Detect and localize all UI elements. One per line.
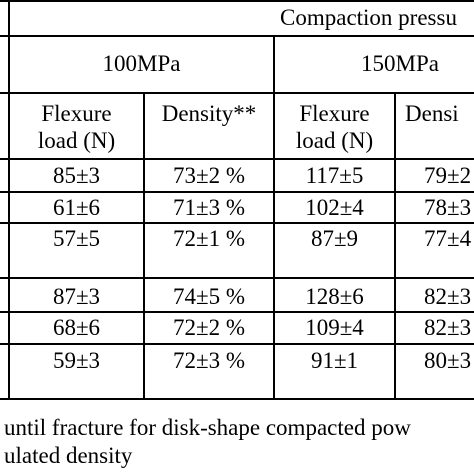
- pressure-150-heading: 150MPa: [361, 51, 439, 76]
- flexure-150-cell: 91±1: [310, 348, 359, 373]
- caption-line-1: until fracture for disk-shape compacted …: [4, 415, 411, 440]
- flexure-100-cell: 87±3: [52, 284, 101, 309]
- rule-row4: [0, 311, 474, 313]
- compaction-pressure-heading: Compaction pressu: [280, 5, 457, 30]
- rule-row3: [0, 277, 474, 279]
- flexure-100-cell: 68±6: [52, 315, 101, 340]
- caption-line-2: ulated density: [4, 443, 133, 468]
- density-150-cell: 77±4: [424, 226, 472, 251]
- density-100-cell: 71±3 %: [172, 195, 246, 220]
- density-heading-100: Density**: [161, 101, 257, 126]
- rule-row1: [0, 191, 474, 193]
- rule-row2: [0, 222, 474, 224]
- rule-bottom: [0, 398, 474, 400]
- flexure-150-cell: 128±6: [305, 284, 364, 309]
- flexure-load-heading-150-line2: load (N): [295, 128, 374, 153]
- rule-row5: [0, 343, 474, 345]
- density-150-cell: 79±2: [424, 163, 472, 188]
- density-100-cell: 72±1 %: [172, 226, 246, 251]
- flexure-150-cell: 87±9: [310, 226, 359, 251]
- density-100-cell: 74±5 %: [172, 284, 246, 309]
- flexure-100-cell: 57±5: [52, 226, 101, 251]
- flexure-150-cell: 102±4: [305, 195, 364, 220]
- density-100-cell: 72±3 %: [172, 348, 246, 373]
- flexure-100-cell: 59±3: [52, 348, 101, 373]
- density-150-cell: 78±3: [424, 195, 472, 220]
- density-150-cell: 82±3: [424, 315, 472, 340]
- density-100-cell: 73±2 %: [172, 163, 246, 188]
- density-150-cell: 80±3: [424, 348, 472, 373]
- density-150-cell: 82±3: [424, 284, 472, 309]
- flexure-100-cell: 61±6: [52, 195, 101, 220]
- rule-pressure-split: [273, 37, 275, 400]
- flexure-150-cell: 109±4: [305, 315, 364, 340]
- rule-top: [0, 0, 474, 2]
- flexure-100-cell: 85±3: [52, 163, 101, 188]
- flexure-150-cell: 117±5: [305, 163, 364, 188]
- rule-left: [8, 0, 10, 400]
- density-heading-150: Densi: [405, 101, 459, 126]
- flexure-load-heading-100-line2: load (N): [37, 128, 116, 153]
- pressure-100-heading: 100MPa: [102, 51, 181, 76]
- rule-under-group: [0, 35, 474, 37]
- flexure-load-heading-100-line1: Flexure: [41, 101, 112, 126]
- rule-under-pressure: [0, 92, 474, 94]
- flexure-load-heading-150-line1: Flexure: [299, 101, 370, 126]
- rule-under-colheads: [0, 158, 474, 160]
- density-100-cell: 72±2 %: [172, 315, 246, 340]
- rule-col-150-split: [394, 94, 396, 400]
- rule-col-100-split: [143, 94, 145, 400]
